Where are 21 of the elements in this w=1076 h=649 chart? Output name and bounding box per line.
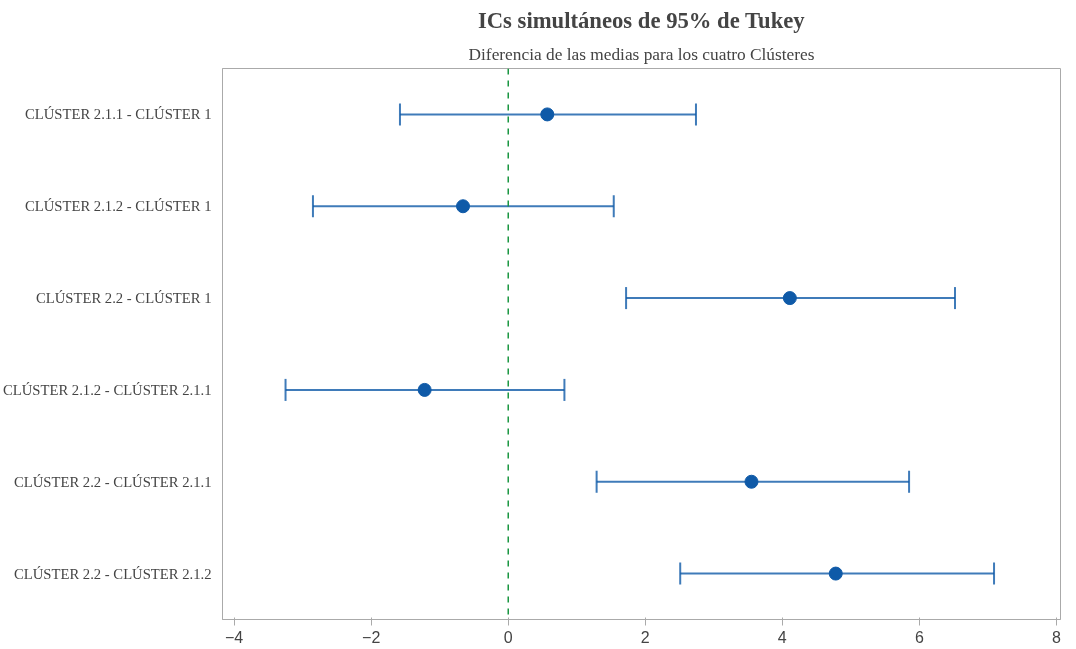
y-tick-label: CLÚSTER 2.1.2 - CLÚSTER 1 xyxy=(25,198,212,215)
y-tick-label: CLÚSTER 2.2 - CLÚSTER 2.1.2 xyxy=(14,565,212,582)
point xyxy=(456,199,471,214)
x-tick-label: 6 xyxy=(914,628,924,646)
y-tick-label: CLÚSTER 2.2 - CLÚSTER 1 xyxy=(36,290,212,307)
x-tick-label: 2 xyxy=(640,628,650,646)
point xyxy=(828,566,843,581)
x-tick-label: 8 xyxy=(1051,628,1061,646)
point xyxy=(782,291,797,306)
chart-subtitle: Diferencia de las medias para los cuatro Clústeres xyxy=(468,44,815,64)
point xyxy=(417,382,432,397)
y-tick-label: CLÚSTER 2.1.2 - CLÚSTER 2.1.1 xyxy=(3,381,212,398)
x-tick-label: 0 xyxy=(503,628,513,646)
x-tick-label: 4 xyxy=(777,628,787,646)
y-tick-label: CLÚSTER 2.2 - CLÚSTER 2.1.1 xyxy=(14,473,212,490)
x-tick-label: −4 xyxy=(225,628,244,646)
y-tick-label: CLÚSTER 2.1.1 - CLÚSTER 1 xyxy=(25,106,212,123)
x-tick-label: −2 xyxy=(362,628,381,646)
point xyxy=(744,474,759,489)
point xyxy=(540,107,555,122)
chart-title: ICs simultáneos de 95% de Tukey xyxy=(477,7,806,33)
